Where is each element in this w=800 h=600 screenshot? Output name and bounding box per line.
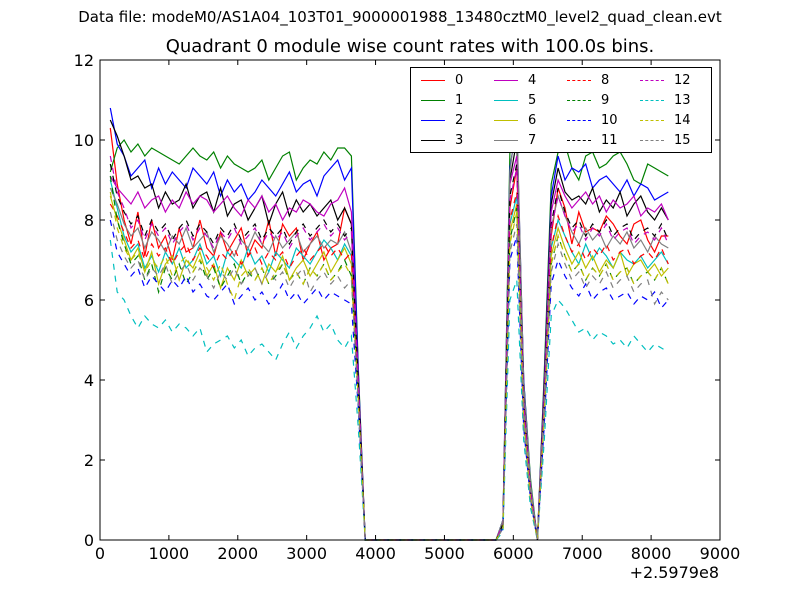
series-line-15 bbox=[109, 211, 669, 541]
series-lines bbox=[109, 107, 669, 541]
x-tick-label: 7000 bbox=[562, 544, 603, 563]
legend-label: 10 bbox=[601, 112, 618, 128]
legend-swatch bbox=[421, 79, 445, 81]
legend-label: 12 bbox=[674, 72, 691, 88]
legend-item-12: 12 bbox=[634, 70, 707, 90]
legend-item-8: 8 bbox=[561, 70, 634, 90]
legend-item-15: 15 bbox=[634, 130, 707, 150]
legend-label: 14 bbox=[674, 112, 691, 128]
series-line-3 bbox=[109, 119, 669, 541]
legend-item-14: 14 bbox=[634, 110, 707, 130]
legend-swatch bbox=[567, 79, 591, 81]
legend-item-10: 10 bbox=[561, 110, 634, 130]
y-tick-label: 8 bbox=[84, 211, 94, 230]
x-tick-label: 6000 bbox=[493, 544, 534, 563]
x-offset-label: +2.5979e8 bbox=[629, 563, 719, 582]
legend-swatch bbox=[494, 139, 518, 141]
series-line-4 bbox=[109, 155, 669, 541]
legend-swatch bbox=[640, 79, 664, 81]
legend-label: 13 bbox=[674, 92, 691, 108]
legend-item-9: 9 bbox=[561, 90, 634, 110]
legend-label: 0 bbox=[455, 72, 464, 88]
legend-swatch bbox=[494, 99, 518, 101]
series-line-12 bbox=[109, 155, 669, 541]
y-tick-label: 12 bbox=[74, 51, 94, 70]
legend-label: 6 bbox=[528, 112, 537, 128]
legend-item-2: 2 bbox=[415, 110, 488, 130]
series-line-10 bbox=[109, 219, 669, 541]
y-tick-label: 10 bbox=[74, 131, 94, 150]
legend-label: 8 bbox=[601, 72, 610, 88]
chart-title: Quadrant 0 module wise count rates with … bbox=[165, 36, 655, 57]
legend-label: 11 bbox=[601, 132, 618, 148]
legend-label: 5 bbox=[528, 92, 537, 108]
legend-swatch bbox=[640, 99, 664, 101]
y-tick-label: 2 bbox=[84, 451, 94, 470]
legend-label: 15 bbox=[674, 132, 691, 148]
legend-label: 4 bbox=[528, 72, 537, 88]
y-tick-label: 4 bbox=[84, 371, 94, 390]
legend-swatch bbox=[494, 79, 518, 81]
x-tick-label: 4000 bbox=[355, 544, 396, 563]
legend-item-6: 6 bbox=[488, 110, 561, 130]
x-tick-label: 0 bbox=[95, 544, 105, 563]
legend-swatch bbox=[421, 119, 445, 121]
y-tick-label: 0 bbox=[84, 531, 94, 550]
legend-swatch bbox=[567, 139, 591, 141]
series-line-11 bbox=[109, 163, 669, 541]
legend-item-13: 13 bbox=[634, 90, 707, 110]
figure-suptitle: Data file: modeM0/AS1A04_103T01_90000019… bbox=[78, 8, 722, 26]
legend-label: 3 bbox=[455, 132, 464, 148]
x-tick-label: 1000 bbox=[149, 544, 190, 563]
legend-label: 9 bbox=[601, 92, 610, 108]
x-tick-label: 5000 bbox=[424, 544, 465, 563]
chart-legend: 0 1 2 3 4 5 6 7 8 9 10 11 12 13 14 15 bbox=[410, 67, 712, 153]
legend-item-5: 5 bbox=[488, 90, 561, 110]
y-tick-label: 6 bbox=[84, 291, 94, 310]
legend-item-4: 4 bbox=[488, 70, 561, 90]
x-tick-label: 8000 bbox=[631, 544, 672, 563]
legend-swatch bbox=[421, 139, 445, 141]
legend-swatch bbox=[567, 119, 591, 121]
legend-swatch bbox=[421, 99, 445, 101]
legend-item-11: 11 bbox=[561, 130, 634, 150]
legend-swatch bbox=[567, 99, 591, 101]
x-tick-label: 9000 bbox=[700, 544, 741, 563]
axis-ticks: 0 1000 2000 3000 4000 5000 6000 7000 8000 9000 0 2 4… bbox=[74, 51, 741, 563]
legend-swatch bbox=[494, 119, 518, 121]
legend-label: 1 bbox=[455, 92, 464, 108]
series-line-7 bbox=[109, 115, 669, 541]
legend-item-1: 1 bbox=[415, 90, 488, 110]
legend-swatch bbox=[640, 119, 664, 121]
series-line-2 bbox=[109, 107, 669, 541]
x-tick-label: 2000 bbox=[217, 544, 258, 563]
legend-item-3: 3 bbox=[415, 130, 488, 150]
legend-label: 2 bbox=[455, 112, 464, 128]
x-tick-label: 3000 bbox=[286, 544, 327, 563]
legend-label: 7 bbox=[528, 132, 537, 148]
legend-item-0: 0 bbox=[415, 70, 488, 90]
legend-item-7: 7 bbox=[488, 130, 561, 150]
legend-swatch bbox=[640, 139, 664, 141]
